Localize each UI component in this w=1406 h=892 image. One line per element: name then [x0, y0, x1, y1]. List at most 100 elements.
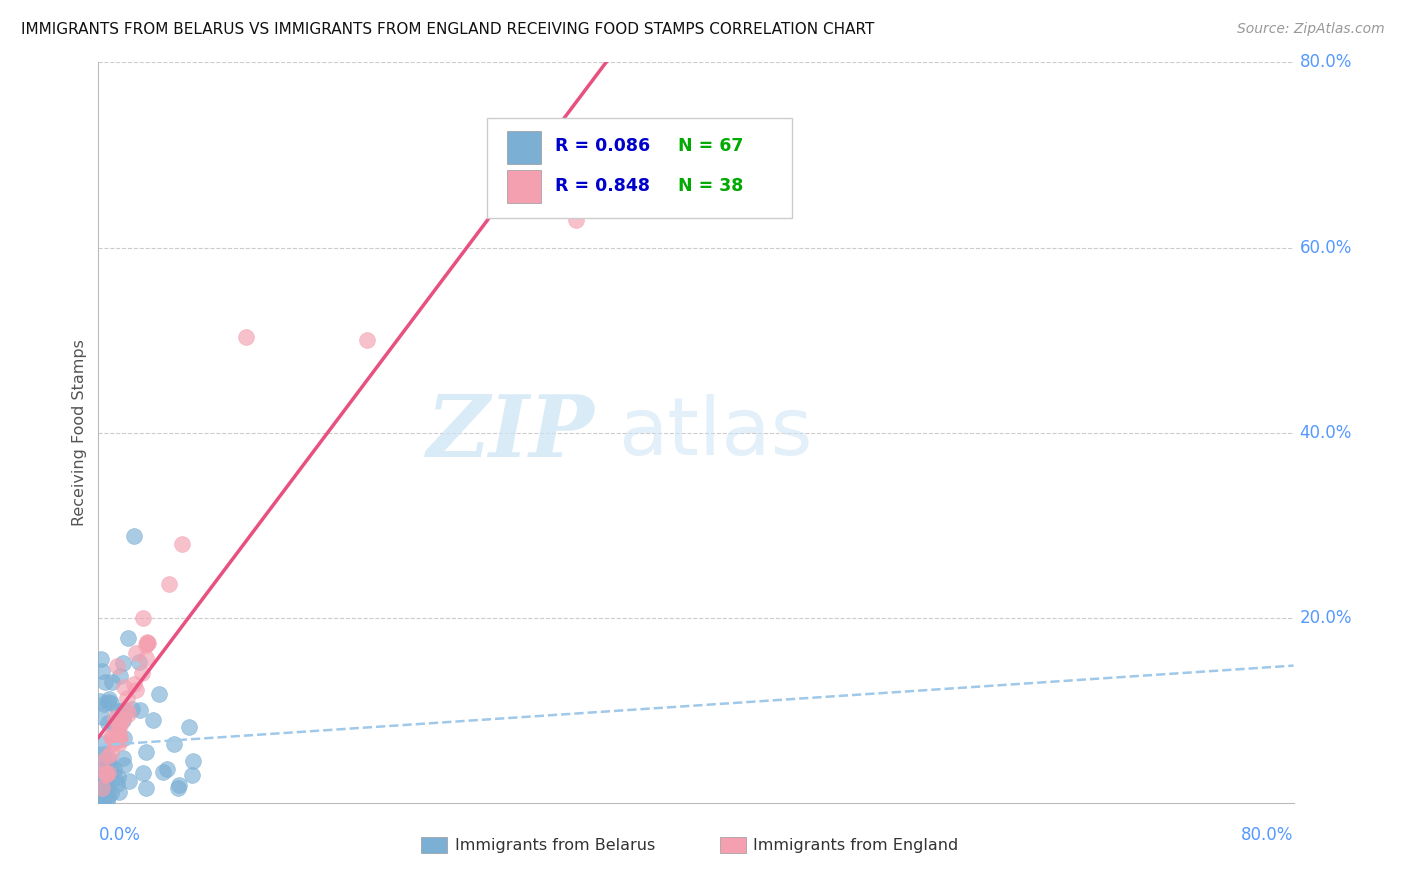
- Point: [112, 714, 135, 728]
- Point: [91, 770, 114, 784]
- Point: [117, 632, 139, 646]
- Text: Immigrants from Belarus: Immigrants from Belarus: [454, 838, 655, 853]
- Point: [104, 718, 127, 732]
- FancyBboxPatch shape: [486, 118, 792, 218]
- Point: [112, 758, 135, 772]
- Point: [93, 771, 115, 785]
- Point: [89, 751, 111, 765]
- Point: [105, 777, 128, 791]
- Text: N = 38: N = 38: [678, 178, 744, 195]
- Point: [94, 675, 117, 690]
- Point: [97, 715, 120, 730]
- Point: [97, 756, 120, 770]
- Point: [177, 721, 200, 735]
- Point: [115, 703, 138, 717]
- Point: [89, 694, 111, 708]
- Point: [135, 638, 157, 652]
- Point: [101, 730, 124, 744]
- Point: [97, 751, 120, 765]
- Text: 40.0%: 40.0%: [1299, 424, 1353, 442]
- Point: [93, 736, 115, 750]
- Point: [112, 680, 135, 694]
- Point: [170, 536, 193, 550]
- Text: 80.0%: 80.0%: [1299, 54, 1353, 71]
- Point: [131, 665, 153, 680]
- Point: [128, 703, 150, 717]
- Point: [96, 779, 118, 793]
- Text: IMMIGRANTS FROM BELARUS VS IMMIGRANTS FROM ENGLAND RECEIVING FOOD STAMPS CORRELA: IMMIGRANTS FROM BELARUS VS IMMIGRANTS FR…: [21, 22, 875, 37]
- Point: [108, 731, 131, 745]
- Text: R = 0.848: R = 0.848: [555, 178, 650, 195]
- Text: N = 67: N = 67: [678, 137, 744, 155]
- Point: [111, 712, 134, 726]
- Point: [111, 656, 134, 670]
- Point: [108, 726, 131, 740]
- Point: [91, 781, 114, 796]
- Point: [135, 780, 157, 795]
- Point: [91, 795, 114, 809]
- Point: [118, 773, 141, 788]
- Point: [100, 730, 122, 744]
- Point: [100, 675, 122, 690]
- Point: [89, 790, 111, 805]
- Point: [108, 735, 131, 749]
- Point: [103, 736, 125, 750]
- Point: [98, 691, 121, 706]
- Point: [122, 529, 145, 543]
- Point: [93, 780, 115, 794]
- Point: [108, 718, 131, 732]
- Point: [93, 793, 115, 807]
- Text: Immigrants from England: Immigrants from England: [754, 838, 959, 853]
- Point: [135, 745, 157, 759]
- Point: [135, 635, 157, 649]
- Point: [107, 732, 129, 747]
- Point: [235, 330, 257, 344]
- Point: [148, 687, 170, 701]
- Point: [108, 669, 131, 683]
- Point: [128, 655, 150, 669]
- Point: [96, 794, 118, 808]
- Point: [124, 682, 146, 697]
- Bar: [508, 130, 541, 164]
- Point: [90, 710, 112, 724]
- Point: [103, 762, 125, 776]
- Point: [97, 766, 120, 780]
- Text: 60.0%: 60.0%: [1299, 238, 1353, 257]
- Point: [97, 748, 120, 763]
- Point: [141, 714, 163, 728]
- Point: [103, 770, 125, 784]
- Point: [91, 664, 114, 678]
- Point: [132, 766, 155, 780]
- Point: [111, 751, 134, 765]
- Text: R = 0.086: R = 0.086: [555, 137, 650, 155]
- Text: ZIP: ZIP: [426, 391, 595, 475]
- Point: [121, 702, 143, 716]
- Point: [93, 745, 115, 759]
- Point: [152, 764, 174, 779]
- Point: [90, 789, 112, 803]
- Bar: [720, 837, 747, 853]
- Point: [356, 333, 378, 347]
- Point: [94, 768, 117, 782]
- Point: [90, 755, 112, 769]
- Point: [125, 646, 148, 660]
- Point: [100, 786, 122, 800]
- Point: [138, 636, 160, 650]
- Point: [93, 697, 115, 711]
- Point: [97, 790, 120, 805]
- Point: [105, 659, 128, 673]
- Text: 20.0%: 20.0%: [1299, 608, 1353, 627]
- Point: [87, 791, 110, 805]
- Point: [96, 784, 118, 798]
- Point: [107, 704, 129, 718]
- Point: [105, 723, 128, 737]
- Point: [91, 781, 114, 796]
- Point: [98, 761, 121, 775]
- Point: [100, 696, 122, 710]
- Point: [107, 770, 129, 784]
- Point: [135, 651, 157, 665]
- Text: 0.0%: 0.0%: [98, 827, 141, 845]
- Y-axis label: Receiving Food Stamps: Receiving Food Stamps: [72, 339, 87, 526]
- Point: [100, 746, 122, 760]
- Point: [112, 731, 135, 745]
